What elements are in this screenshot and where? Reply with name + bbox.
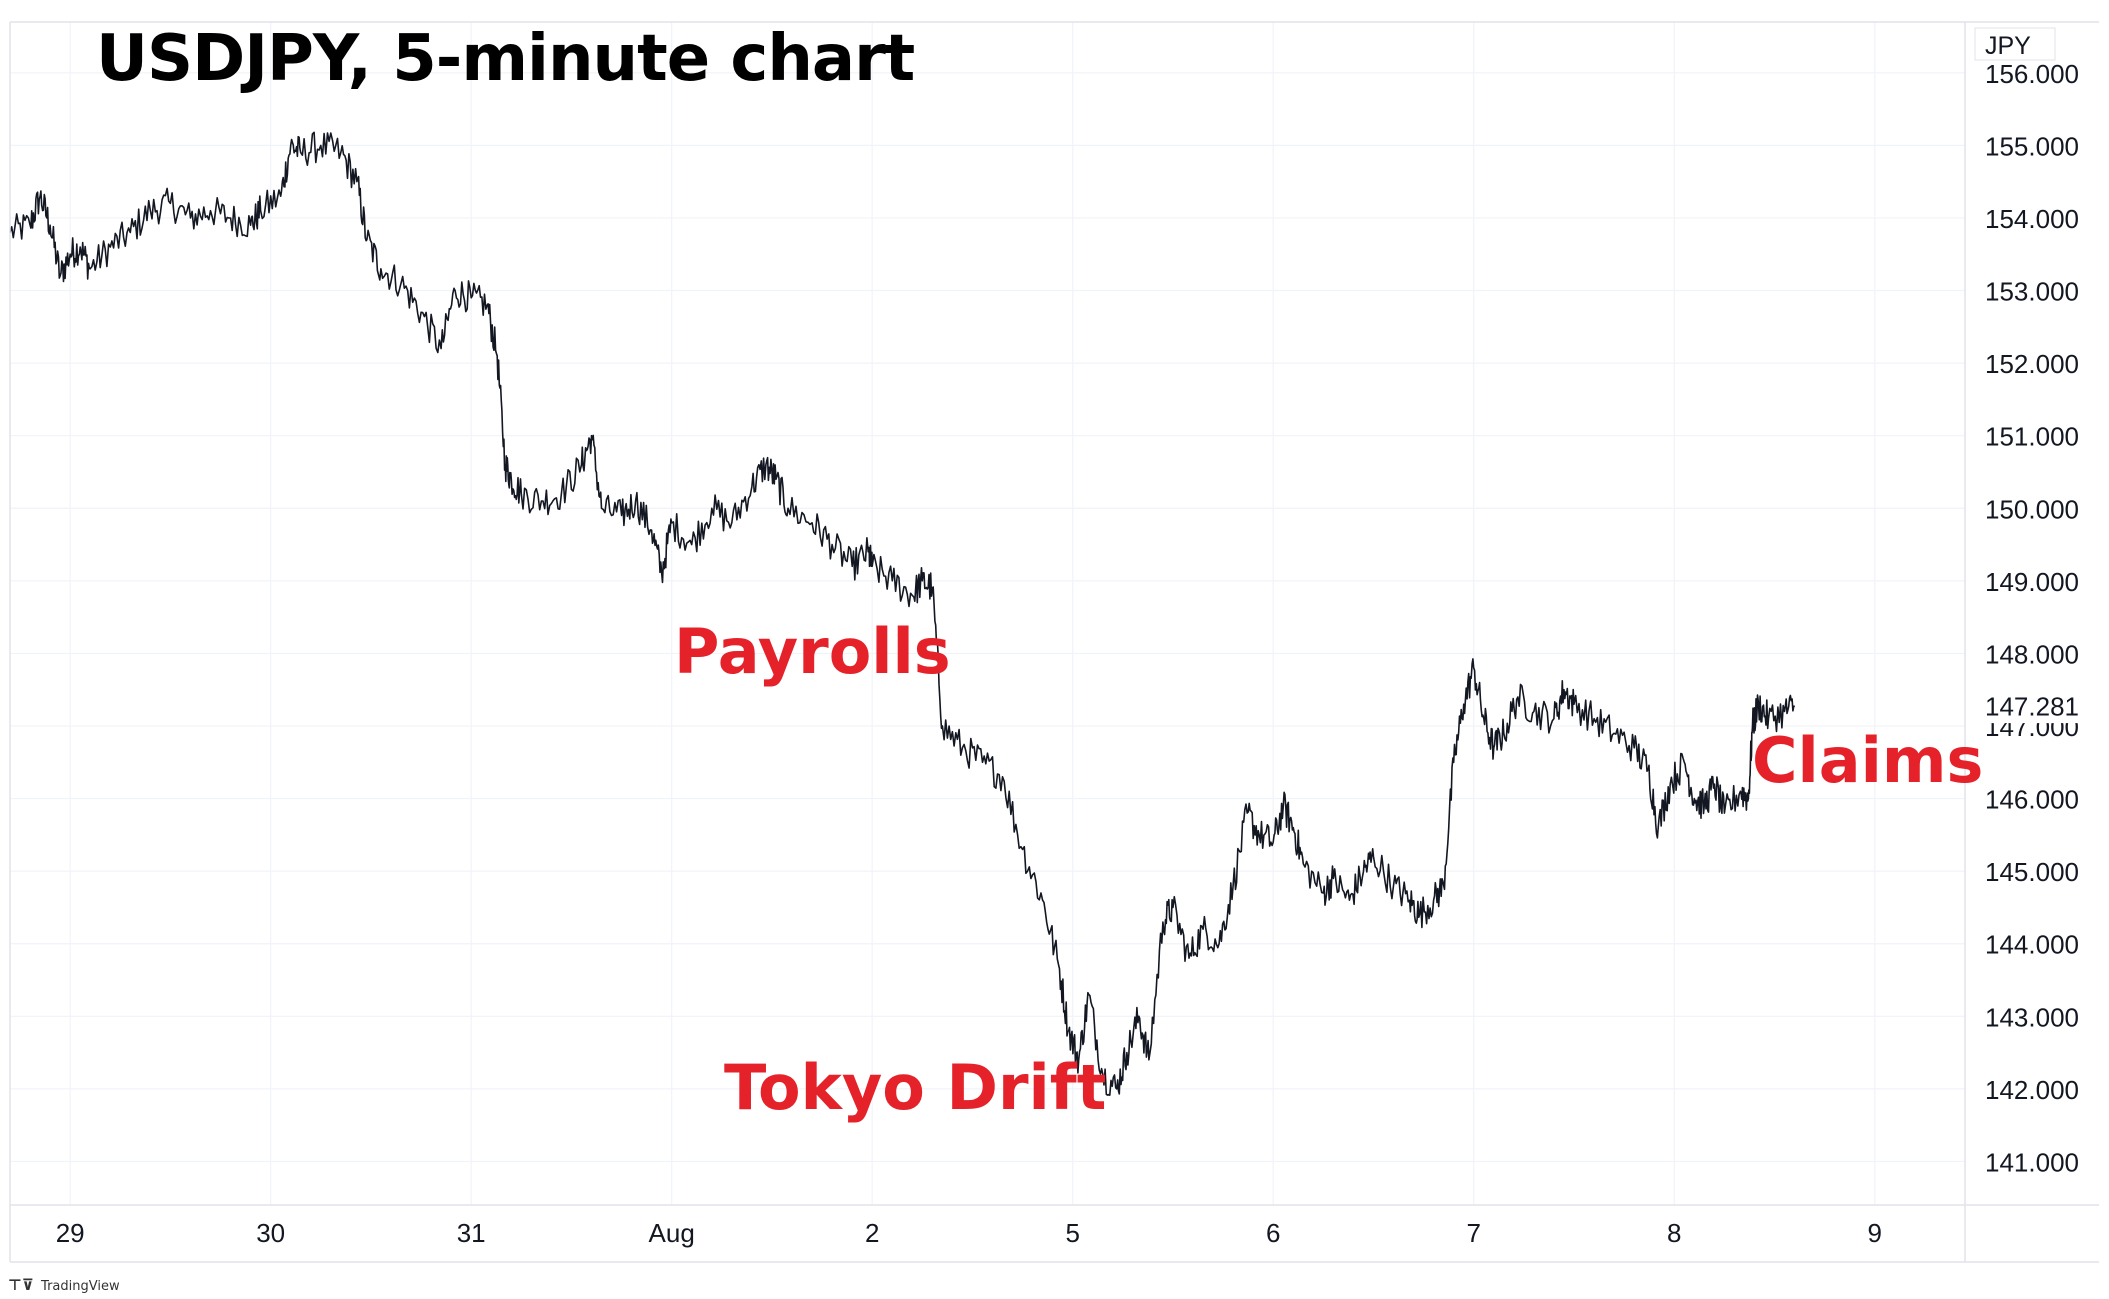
y-tick-label: 155.000 — [1985, 131, 2079, 161]
y-tick-label: 152.000 — [1985, 349, 2079, 379]
currency-label-box — [1974, 27, 2056, 61]
y-tick-label: 154.000 — [1985, 204, 2079, 234]
tradingview-logo-icon: ⊤⊽ — [8, 1276, 34, 1294]
y-tick-label: 156.000 — [1985, 59, 2079, 89]
y-tick-label: 146.000 — [1985, 785, 2079, 815]
annotation-label: Tokyo Drift — [724, 1051, 1107, 1124]
tick-layer: 156.000 155.000 154.000 153.000 152.000 151.0… — [56, 32, 2098, 1248]
series-layer — [9, 131, 1796, 1096]
y-tick-label: 144.000 — [1985, 930, 2079, 960]
annotation-label: Claims — [1752, 724, 1984, 797]
last-price-label: 147.281 — [1985, 692, 2079, 722]
x-tick-label: 30 — [256, 1218, 285, 1248]
tradingview-logo-text: TradingView — [41, 1279, 120, 1294]
last-price-tag — [1966, 688, 2098, 724]
y-tick-label: 141.000 — [1985, 1147, 2079, 1177]
y-tick-label: 149.000 — [1985, 567, 2079, 597]
chart-title: USDJPY, 5-minute chart — [96, 22, 915, 96]
x-tick-label: 6 — [1266, 1218, 1280, 1248]
x-tick-label: 5 — [1065, 1218, 1079, 1248]
y-tick-label: 142.000 — [1985, 1075, 2079, 1105]
x-tick-label: Aug — [649, 1218, 695, 1248]
y-tick-label: 148.000 — [1985, 639, 2079, 669]
annotation-label: Payrolls — [674, 615, 951, 688]
currency-label: JPY — [1985, 32, 2031, 60]
price-series-line — [9, 131, 1796, 1096]
y-tick-label: 150.000 — [1985, 494, 2079, 524]
tradingview-logo[interactable]: ⊤⊽ TradingView — [8, 1276, 120, 1294]
x-tick-label: 31 — [457, 1218, 486, 1248]
y-tick-label: 143.000 — [1985, 1002, 2079, 1032]
y-tick-label: 153.000 — [1985, 277, 2079, 307]
x-tick-label: 7 — [1467, 1218, 1481, 1248]
y-tick-label: 151.000 — [1985, 422, 2079, 452]
x-tick-label: 29 — [56, 1218, 85, 1248]
grid-layer — [10, 22, 1965, 1205]
axes-layer — [9, 21, 2099, 1263]
x-tick-label: 2 — [865, 1218, 879, 1248]
x-tick-label: 8 — [1667, 1218, 1681, 1248]
x-tick-label: 9 — [1868, 1218, 1882, 1248]
y-tick-label: 145.000 — [1985, 857, 2079, 887]
